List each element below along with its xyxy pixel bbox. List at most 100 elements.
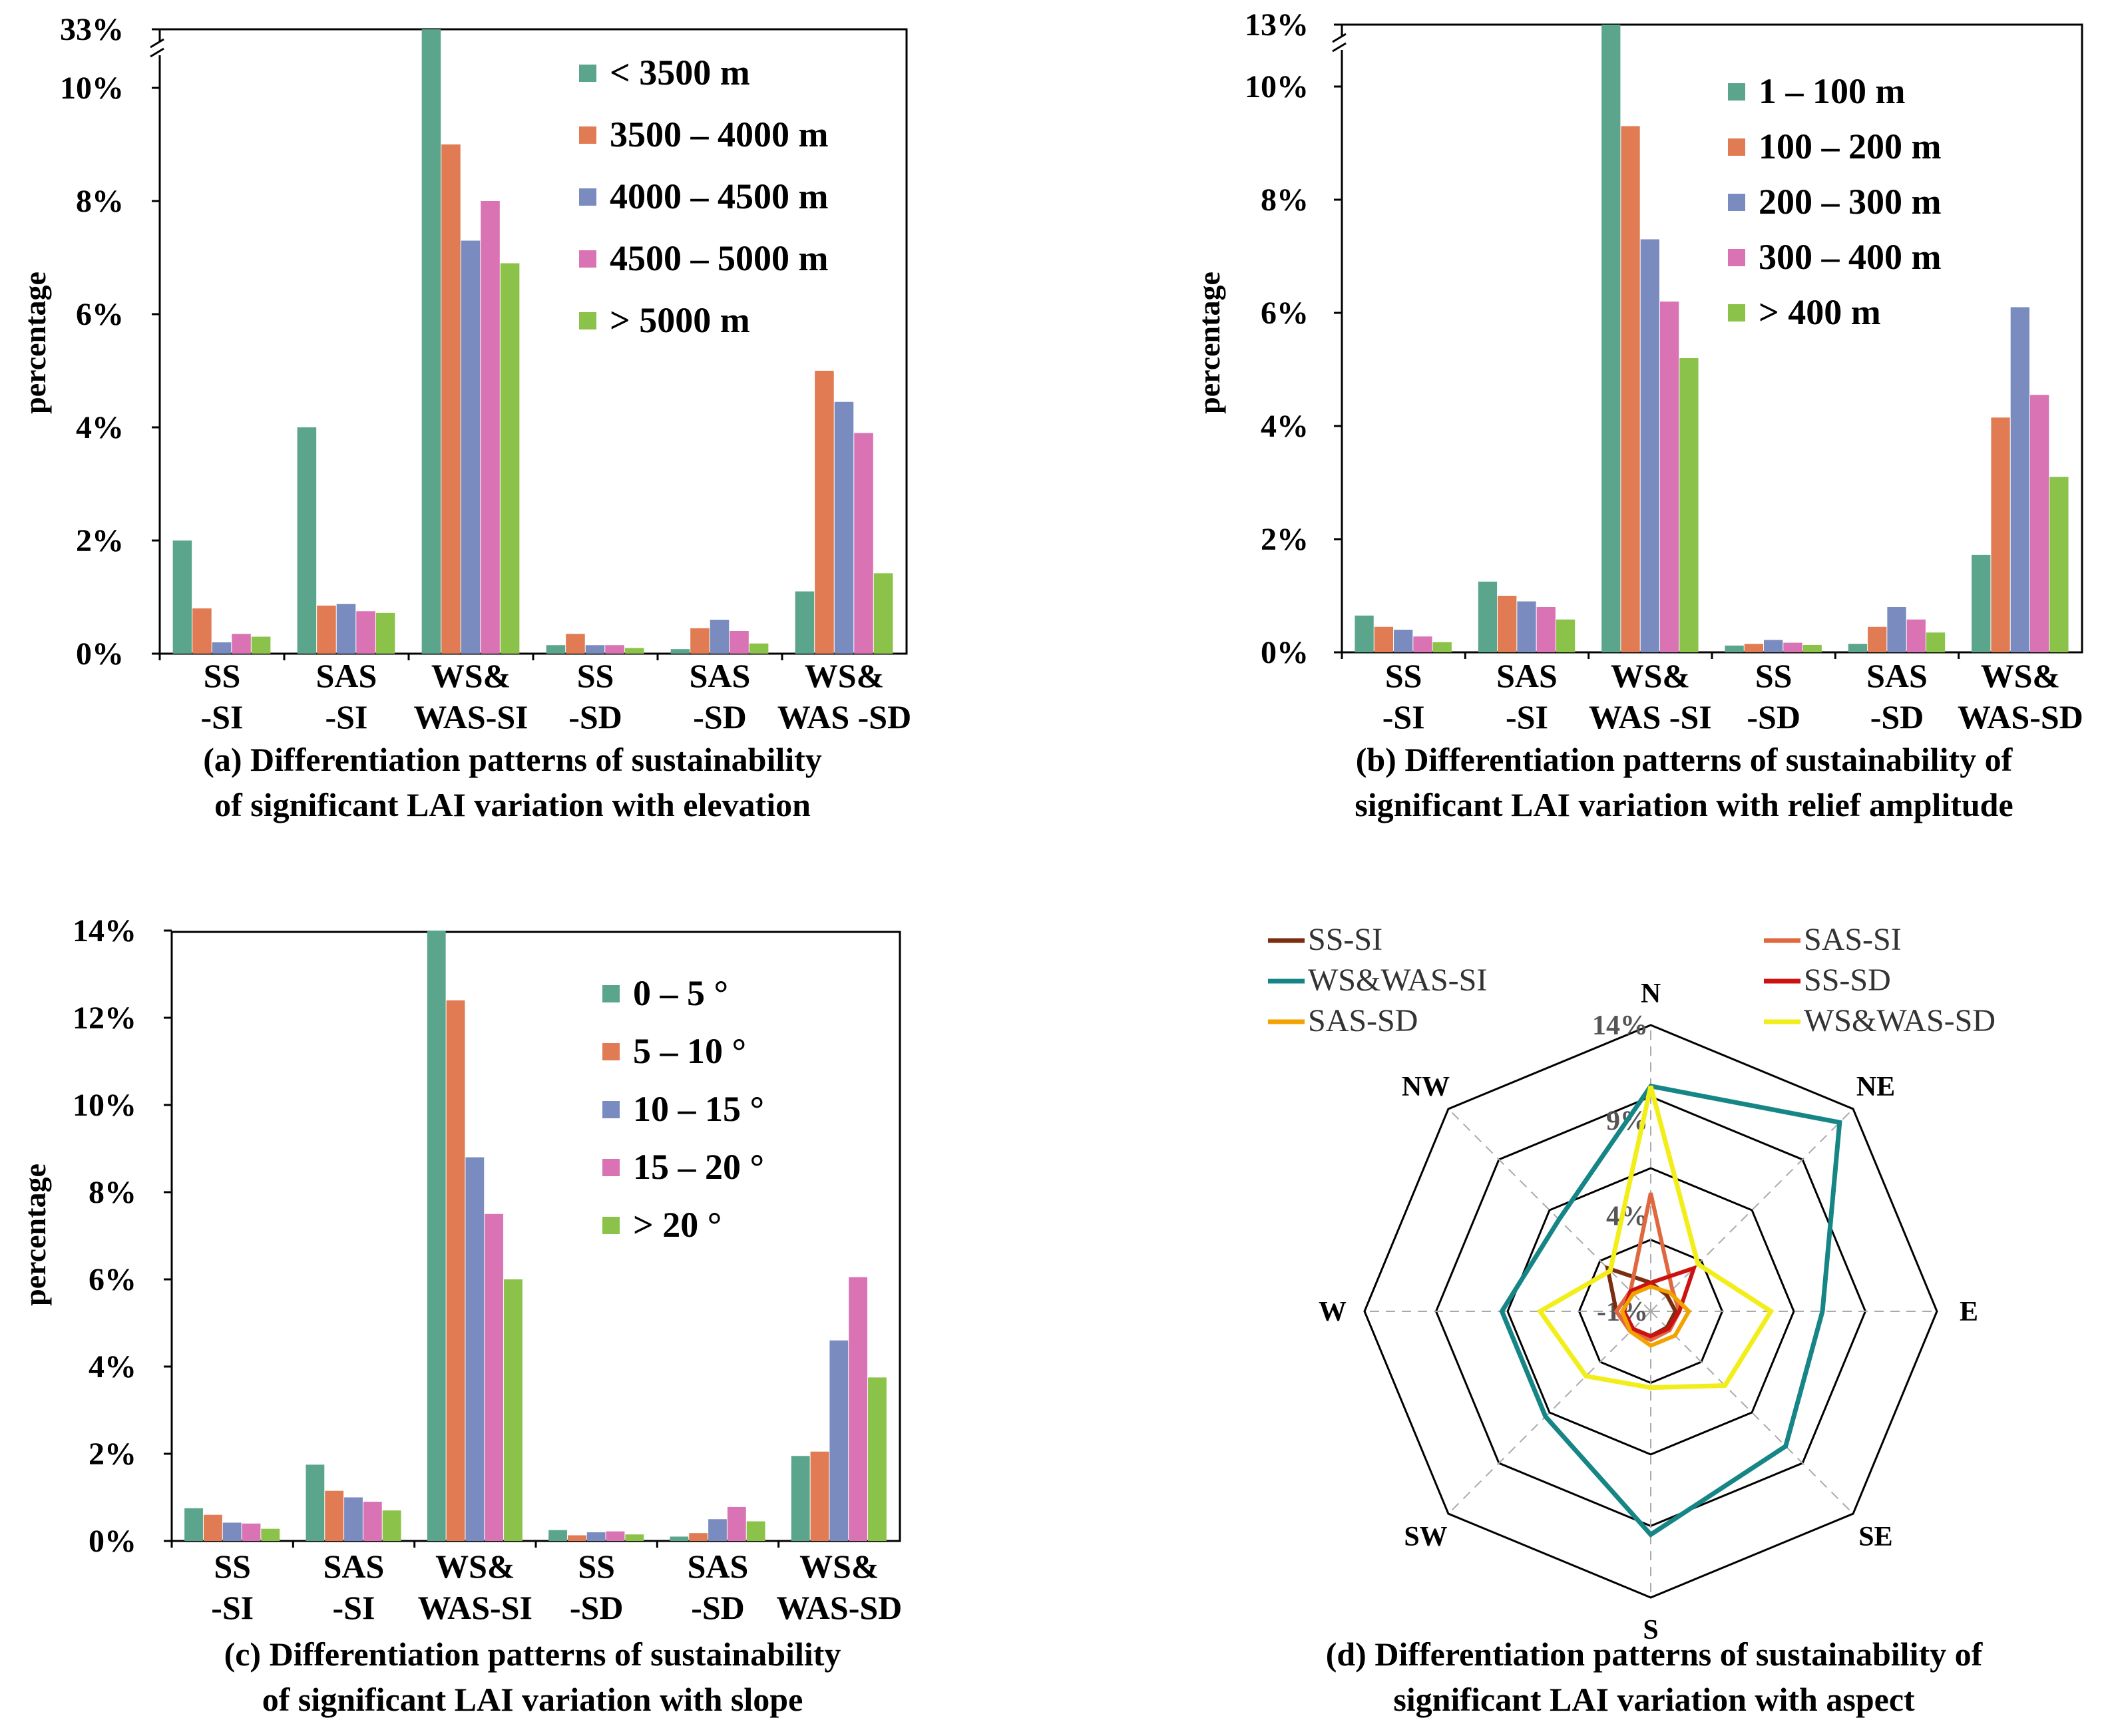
- category-label: SAS: [316, 657, 377, 694]
- bar: [1783, 642, 1802, 652]
- bar: [1868, 626, 1887, 652]
- category-label: WS&: [1611, 657, 1690, 694]
- legend-entry: 4500 – 5000 m: [610, 238, 829, 278]
- axis-break-mark: [150, 47, 164, 58]
- bar: [606, 1531, 625, 1541]
- bar: [427, 931, 446, 1541]
- radar-grid-ring: [1363, 1024, 1938, 1599]
- bar: [1972, 554, 1991, 652]
- legend-swatch: [602, 985, 620, 1002]
- category-label: WAS-SD: [776, 1589, 902, 1626]
- legend-entry: SS-SI: [1308, 922, 1382, 957]
- bar: [504, 1279, 523, 1541]
- direction-label: N: [1641, 978, 1661, 1009]
- caption-line: (a) Differentiation patterns of sustaina…: [203, 741, 822, 778]
- bar: [421, 29, 441, 654]
- legend-entry: 4000 – 4500 m: [610, 176, 829, 216]
- y-tick-label: 10%: [60, 71, 124, 106]
- bar: [317, 605, 336, 654]
- category-label: SS: [578, 1548, 615, 1585]
- bar: [1601, 25, 1621, 652]
- radar-grid-ring: [1506, 1167, 1795, 1456]
- y-tick-label: 2%: [89, 1436, 136, 1472]
- legend-entry: > 20 °: [633, 1205, 722, 1245]
- legend-entry: 200 – 300 m: [1759, 182, 1942, 222]
- direction-label: W: [1319, 1297, 1347, 1327]
- legend-swatch: [579, 312, 596, 329]
- bar: [382, 1510, 401, 1541]
- bar: [566, 634, 585, 654]
- bar: [1764, 640, 1783, 652]
- y-tick-label: 6%: [1261, 296, 1309, 331]
- bar: [708, 1519, 727, 1541]
- panel-c-slope: 0% 2% 4% 6% 8% 10% 12% 14% percentage SS -SI SAS -SI…: [18, 913, 902, 1718]
- bar: [212, 642, 232, 654]
- category-label: WAS-SI: [413, 698, 528, 736]
- bar: [834, 401, 854, 654]
- y-tick-label: 8%: [76, 184, 124, 219]
- category-label: SS: [214, 1548, 251, 1585]
- legend-swatch: [602, 1043, 620, 1060]
- bar: [1679, 358, 1699, 652]
- category-label: WS&: [799, 1548, 879, 1585]
- category-label: WS&: [1981, 657, 2060, 694]
- category-label: WAS-SI: [418, 1589, 532, 1626]
- bar: [261, 1528, 280, 1541]
- category-label: WS&: [805, 657, 884, 694]
- legend-swatch: [602, 1217, 620, 1234]
- caption-line: of significant LAI variation with elevat…: [214, 786, 811, 823]
- radar-tick-label: 4%: [1606, 1201, 1648, 1232]
- caption-line: of significant LAI variation with slope: [262, 1681, 803, 1718]
- bar: [325, 1490, 344, 1541]
- bar: [546, 645, 566, 654]
- bar: [749, 643, 769, 654]
- direction-label: SW: [1404, 1522, 1447, 1552]
- bar: [829, 1340, 849, 1541]
- category-label: -SD: [693, 698, 747, 736]
- y-tick-label: 10%: [73, 1088, 136, 1123]
- y-tick-label: 0%: [76, 636, 124, 672]
- category-label: WS&: [435, 1548, 515, 1585]
- legend-entry: 0 – 5 °: [633, 973, 728, 1013]
- direction-label: NW: [1402, 1072, 1450, 1102]
- category-label: SS: [204, 657, 241, 694]
- category-label: SAS: [690, 657, 751, 694]
- legend-entry: SAS-SD: [1308, 1003, 1418, 1038]
- bar: [344, 1497, 363, 1541]
- y-axis-label: percentage: [18, 1164, 52, 1306]
- bar: [605, 645, 624, 654]
- bar: [1744, 644, 1764, 652]
- category-label: WAS-SD: [1958, 698, 2083, 736]
- category-label: SAS: [1496, 657, 1558, 694]
- panel-a-elevation: 0% 2% 4% 6% 8% 10% 33% percentage SS -SI SAS -SI WS&…: [18, 12, 911, 823]
- bar: [868, 1377, 887, 1541]
- legend-entry: > 400 m: [1759, 292, 1881, 332]
- bar: [625, 1534, 644, 1541]
- bar: [810, 1451, 829, 1541]
- bar: [1432, 642, 1452, 652]
- bar: [567, 1535, 586, 1541]
- legend-entry: 3500 – 4000 m: [610, 114, 829, 154]
- y-axis-label: percentage: [1192, 272, 1226, 414]
- legend-swatch: [602, 1159, 620, 1176]
- y-axis-label: percentage: [18, 272, 52, 414]
- radar-series-line: [1499, 1083, 1842, 1538]
- y-tick-label: 8%: [89, 1175, 136, 1210]
- bar: [690, 628, 710, 654]
- category-label: SAS: [323, 1548, 385, 1585]
- category-label: -SD: [1747, 698, 1800, 736]
- legend-swatch: [579, 126, 596, 144]
- legend-swatch: [602, 1101, 620, 1118]
- bar: [1556, 619, 1576, 652]
- plot-frame: [170, 931, 901, 1542]
- legend-entry: > 5000 m: [610, 300, 750, 340]
- bar: [1355, 615, 1374, 652]
- category-label: -SI: [333, 1589, 375, 1626]
- bar: [222, 1522, 242, 1541]
- bar: [1991, 417, 2010, 652]
- direction-label: E: [1960, 1297, 1978, 1327]
- legend-swatch: [1728, 194, 1745, 211]
- y-tick-label: 6%: [89, 1262, 136, 1297]
- bar: [184, 1508, 203, 1541]
- radar-series-line: [1536, 1085, 1775, 1391]
